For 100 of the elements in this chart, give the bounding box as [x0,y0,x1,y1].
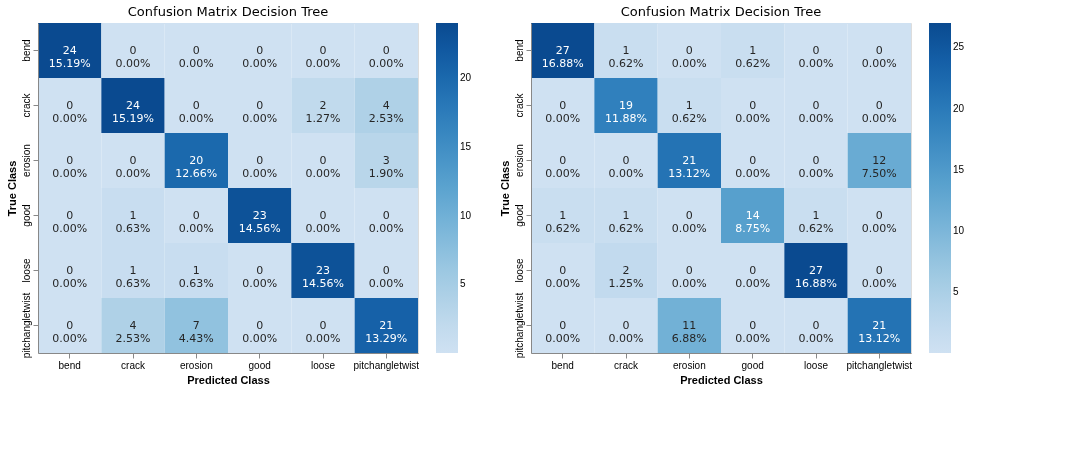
data-label: 0 0.00% [52,208,88,235]
color-bar-label: 15 [460,140,472,152]
y-tick-label: crack [513,92,525,118]
data-label: 11 6.88% [671,318,707,345]
y-axis-title: True Class [5,160,18,217]
data-label: 0 0.00% [242,43,278,70]
data-label: 0 0.00% [671,208,707,235]
data-label: 0 0.00% [305,153,341,180]
data-label: 0 0.00% [178,98,214,125]
data-label: 27 16.88% [541,43,584,70]
data-label: 12 7.50% [861,153,897,180]
x-tick-label: crack [614,359,639,371]
data-label: 0 0.00% [115,153,151,180]
data-label: 0 0.00% [52,98,88,125]
data-label: 0 0.00% [735,263,771,290]
data-label: 0 0.00% [305,318,341,345]
data-label: 0 0.00% [368,43,404,70]
data-label: 1 0.63% [115,208,151,235]
y-tick-label: crack [20,92,32,118]
data-label: 0 0.00% [242,98,278,125]
data-label: 0 0.00% [305,208,341,235]
data-label: 0 0.00% [798,98,834,125]
data-label: 4 2.53% [368,98,404,125]
data-label: 0 0.00% [368,263,404,290]
data-label: 0 0.00% [115,43,151,70]
data-label: 0 0.00% [861,263,897,290]
data-label: 14 8.75% [735,208,771,235]
y-tick-label: loose [20,258,32,283]
data-label: 0 0.00% [368,208,404,235]
data-label: 1 0.62% [735,43,771,70]
data-label: 0 0.00% [545,318,581,345]
chart-title: Confusion Matrix Decision Tree [620,4,822,19]
y-tick-label: bend [513,39,525,62]
data-label: 0 0.00% [798,318,834,345]
data-label: 19 11.88% [605,98,647,125]
data-label: 0 0.00% [545,153,581,180]
data-label: 20 12.66% [175,153,218,180]
data-label: 21 13.12% [858,318,901,345]
data-label: 1 0.63% [115,263,151,290]
color-bar-label: 25 [953,41,965,53]
chart-title: Confusion Matrix Decision Tree [127,4,329,19]
data-label: 0 0.00% [671,43,707,70]
y-tick-label: erosion [513,144,525,177]
data-label: 0 0.00% [861,208,897,235]
y-tick-label: erosion [20,144,32,177]
data-label: 0 0.00% [52,153,88,180]
data-label: 0 0.00% [545,98,581,125]
x-tick-label: pitchangletwist [846,359,913,371]
x-tick-label: crack [121,359,146,371]
color-bar-label: 15 [953,163,965,175]
y-tick-label: good [513,204,525,227]
x-tick-label: pitchangletwist [353,359,420,371]
color-bar-label: 10 [460,209,472,221]
y-tick-label: good [20,204,32,227]
x-tick-label: loose [311,359,336,371]
data-label: 1 0.62% [608,43,644,70]
data-label: 0 0.00% [545,263,581,290]
x-axis-title: Predicted Class [187,373,270,386]
data-label: 0 0.00% [861,98,897,125]
data-label: 21 13.12% [668,153,711,180]
data-label: 3 1.90% [368,153,404,180]
data-label: 0 0.00% [608,318,644,345]
data-label: 1 0.62% [545,208,581,235]
data-label: 1 0.62% [671,98,707,125]
data-label: 0 0.00% [798,153,834,180]
data-label: 23 14.56% [302,263,344,290]
color-bar-label: 20 [460,72,472,83]
data-label: 0 0.00% [861,43,897,70]
data-label: 0 0.00% [52,263,88,290]
x-tick-label: bend [551,359,574,371]
data-label: 0 0.00% [52,318,88,345]
x-tick-label: erosion [672,359,706,371]
x-tick-label: good [741,359,764,371]
color-bar-label: 5 [953,285,959,297]
data-label: 2 1.27% [305,98,341,125]
data-label: 21 13.29% [365,318,408,345]
color-bar-label: 20 [953,102,965,114]
y-tick-label: loose [513,258,525,283]
data-label: 2 1.25% [608,263,644,290]
x-tick-label: bend [58,359,81,371]
x-tick-label: loose [804,359,829,371]
data-label: 0 0.00% [798,43,834,70]
data-label: 23 14.56% [238,208,281,235]
x-tick-label: erosion [179,359,213,371]
data-label: 24 15.19% [112,98,154,125]
data-label: 24 15.19% [48,43,91,70]
data-label: 1 0.63% [178,263,214,290]
data-label: 27 16.88% [795,263,837,290]
x-axis-title: Predicted Class [680,373,763,386]
color-bar-label: 5 [460,278,466,290]
color-bar-label: 10 [953,224,965,236]
data-label: 0 0.00% [242,263,278,290]
data-label: 0 0.00% [608,153,644,180]
x-tick-label: good [248,359,271,371]
data-label: 0 0.00% [735,98,771,125]
data-label: 0 0.00% [671,263,707,290]
y-axis-title: True Class [498,160,511,217]
data-label: 1 0.62% [608,208,644,235]
data-label: 0 0.00% [178,208,214,235]
data-label: 0 0.00% [735,153,771,180]
